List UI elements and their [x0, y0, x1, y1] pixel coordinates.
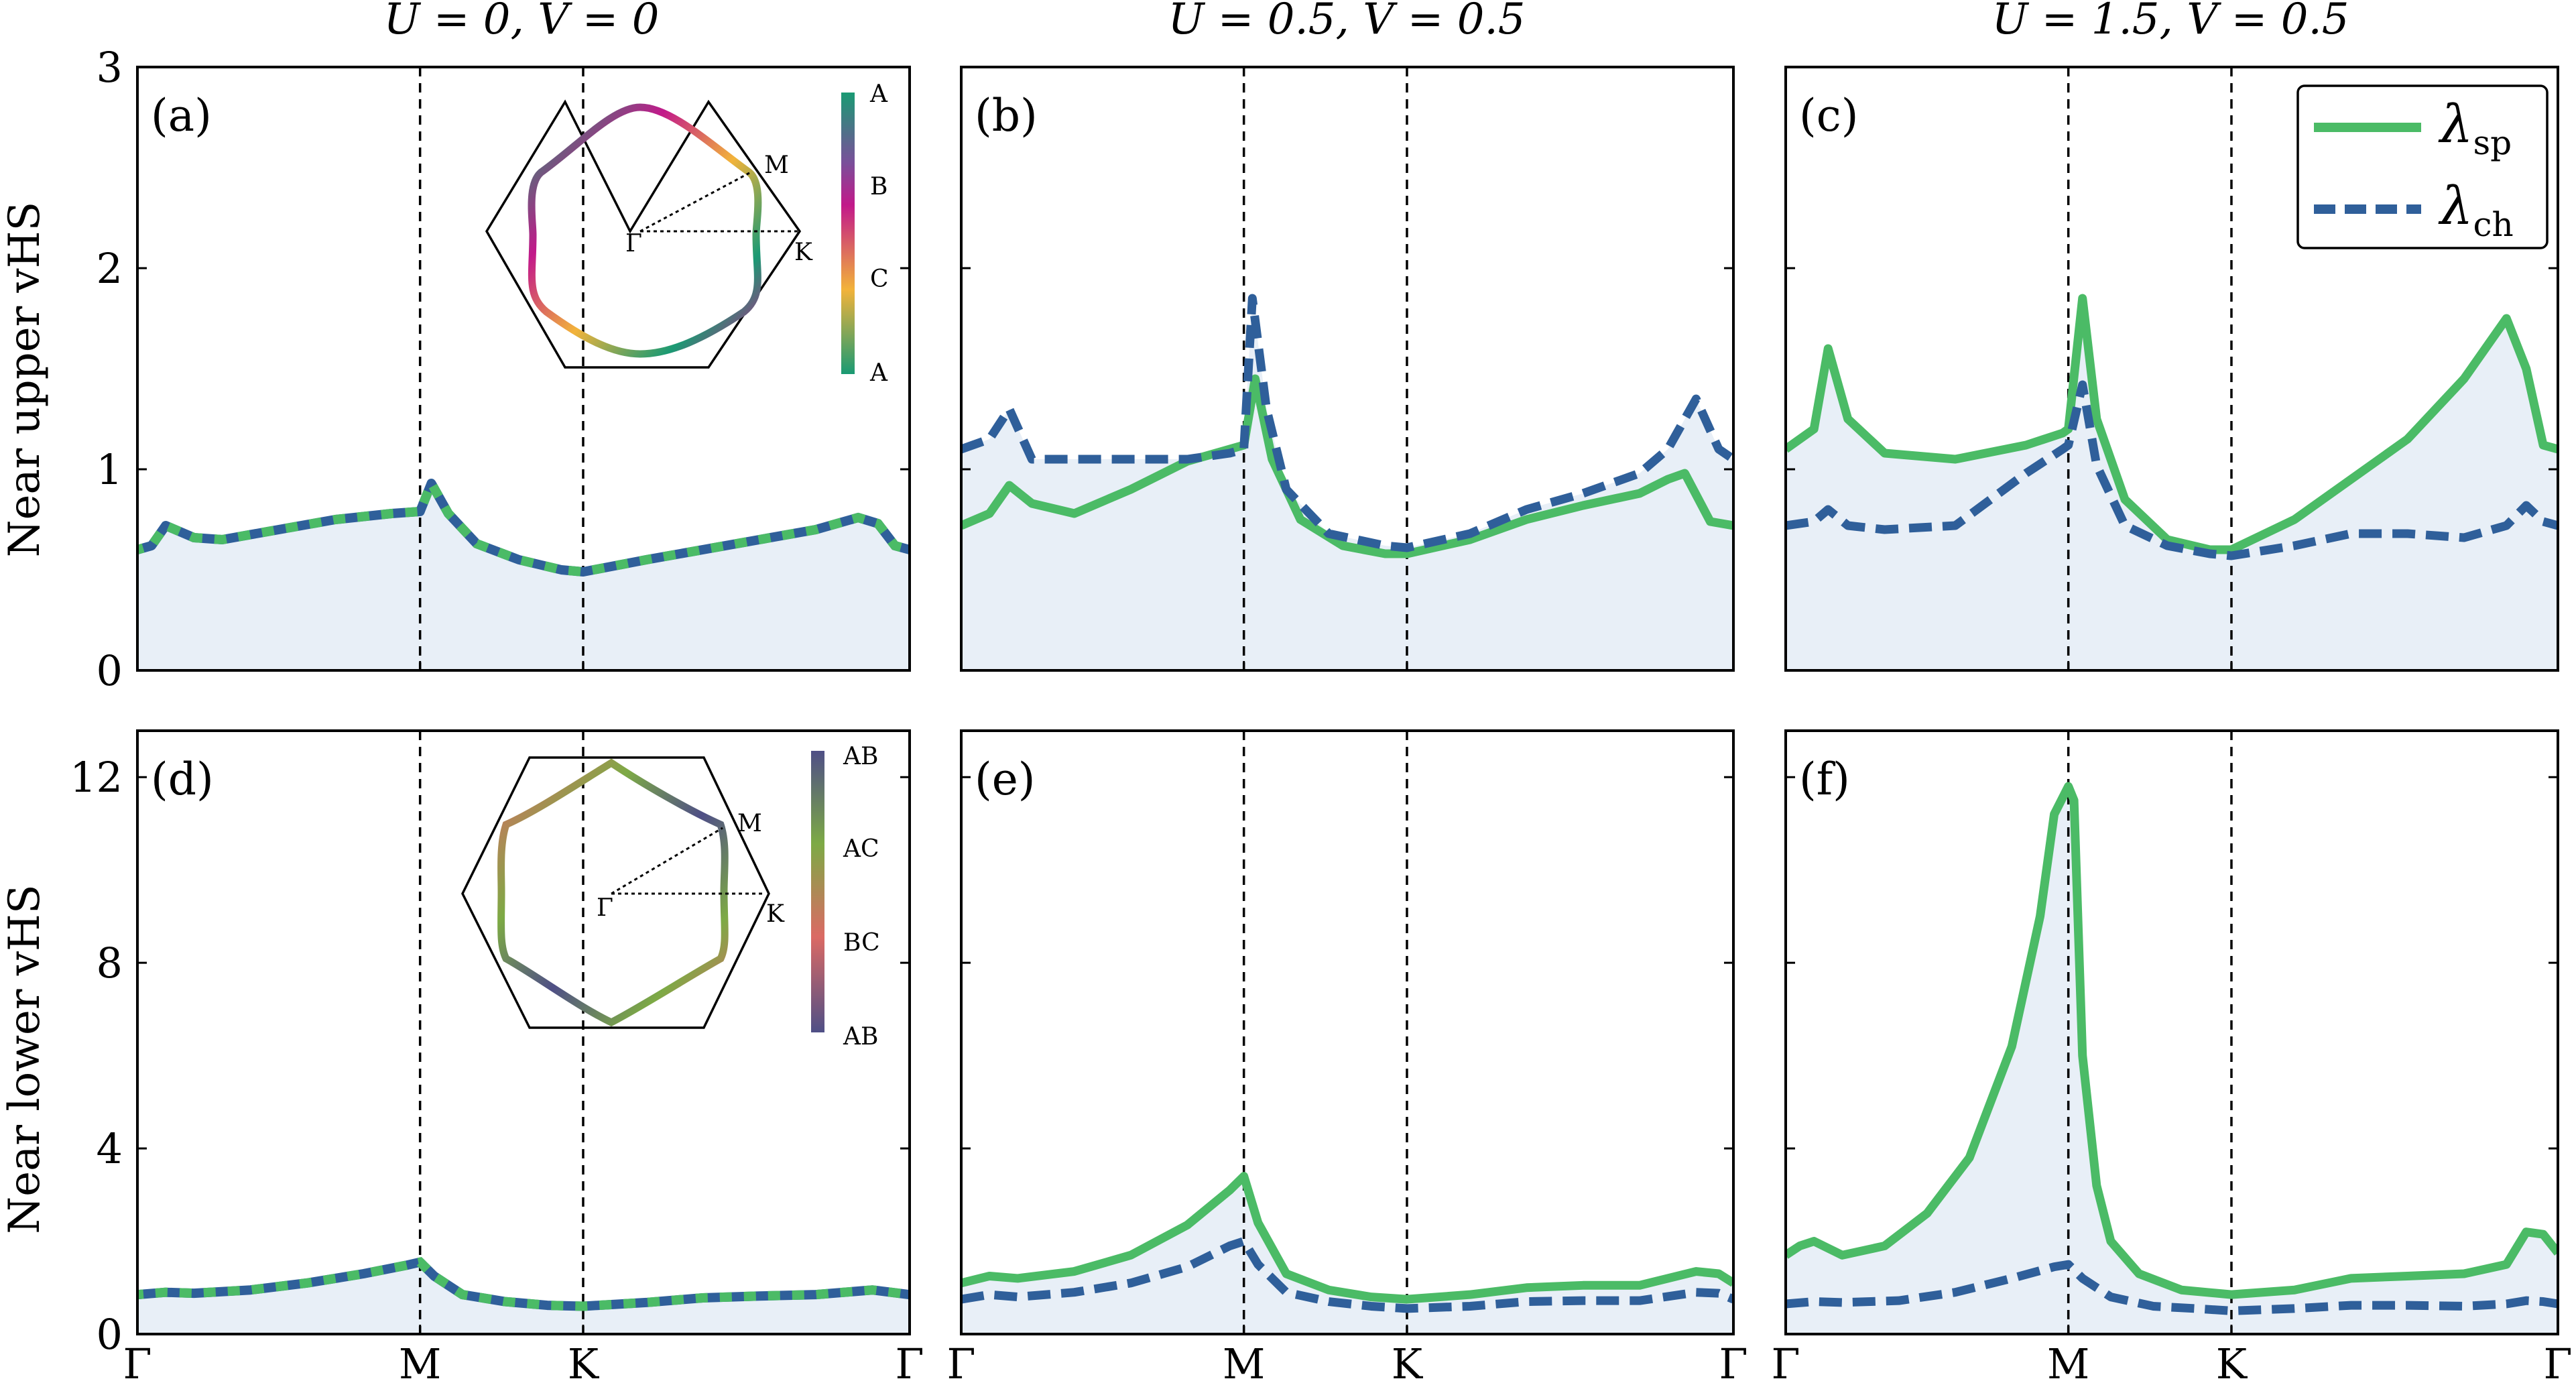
legend-label-sp: λsp [2438, 95, 2512, 162]
inset-label-k: K [794, 239, 813, 266]
inset-bz-hexagon [485, 99, 802, 369]
x-tick-label: Γ [2543, 1339, 2572, 1381]
column-title-2: U = 0.5, V = 0.5 [1168, 0, 1525, 44]
colorbar-label: B [870, 173, 887, 200]
colorbar-label: A [869, 80, 888, 108]
colorbar-label: AB [843, 1023, 878, 1050]
x-tick-label: Γ [1771, 1339, 1800, 1381]
panel-a: 0 1 2 3 (a) [97, 43, 911, 695]
panel-e: Γ M K Γ (e) [946, 729, 1748, 1381]
series-line-sp [137, 472, 910, 577]
series-line-ch [1786, 1260, 2558, 1315]
colorbar-lower [811, 751, 824, 1032]
panel-c: (c) [1784, 66, 2559, 672]
panel-b: (b) [960, 66, 1735, 672]
x-tick-label: M [2047, 1339, 2089, 1381]
y-tick-label: 0 [97, 646, 123, 695]
y-tick-label: 3 [97, 43, 123, 92]
colorbar-label: AB [843, 743, 878, 770]
series-line-ch [961, 294, 1733, 552]
colorbar-label: AC [843, 835, 879, 863]
panel-label: (b) [975, 90, 1038, 141]
series-line-sp [961, 374, 1733, 558]
area-fill [137, 483, 910, 670]
x-tick-label: K [2216, 1339, 2248, 1381]
inset-label-gamma: Γ [625, 230, 642, 257]
column-title-3: U = 1.5, V = 0.5 [1991, 0, 2349, 44]
series-line-sp [137, 1257, 910, 1311]
plot-frame [960, 66, 1735, 672]
y-tick-label: 8 [97, 939, 123, 987]
x-tick-label: K [1392, 1339, 1424, 1381]
panel-label: (a) [151, 90, 212, 141]
legend-label-sp-main: λ [2438, 95, 2473, 155]
inset-path-gamma-m [639, 172, 750, 233]
inset-fermi-contour [497, 758, 729, 1027]
plot-frame [1784, 729, 2559, 1335]
legend-label-sp-sub: sp [2473, 123, 2512, 162]
x-tick-label: M [399, 1339, 441, 1381]
inset-bz-hexagon [461, 756, 770, 1029]
x-tick-label: Γ [1719, 1339, 1747, 1381]
y-tick-label: 2 [97, 244, 123, 293]
plot-frame [1784, 66, 2559, 672]
x-tick-label: Γ [123, 1339, 151, 1381]
colorbar-label: A [869, 359, 888, 387]
x-tick-label: M [1223, 1339, 1265, 1381]
panel-d: 0 4 8 12 Γ M K Γ (d) [70, 729, 924, 1381]
colorbar-upper [841, 93, 855, 374]
row-label-upper: Near upper vHS [0, 202, 50, 558]
plot-frame [136, 66, 911, 672]
y-tick-label: 4 [97, 1124, 123, 1173]
panel-f: Γ M K Γ (f) [1771, 729, 2573, 1381]
legend-label-ch-main: λ [2438, 176, 2473, 237]
x-tick-label: Γ [895, 1339, 924, 1381]
inset-fermi-surface-lower: Γ M K AB AC BC AB [461, 743, 880, 1050]
column-title-1: U = 0, V = 0 [384, 0, 660, 44]
inset-label-k: K [766, 900, 785, 928]
inset-label-m: M [764, 152, 789, 179]
y-tick-label: 0 [97, 1310, 123, 1359]
inset-label-gamma: Γ [597, 894, 613, 922]
x-tick-label: K [568, 1339, 600, 1381]
panel-label: (c) [1799, 90, 1858, 141]
x-tick-label: Γ [946, 1339, 975, 1381]
y-tick-label: 1 [97, 445, 123, 494]
inset-label-m: M [737, 810, 762, 837]
panel-label: (d) [151, 754, 214, 805]
area-fill [961, 298, 1733, 670]
plot-frame [136, 729, 911, 1335]
plot-frame [960, 729, 1735, 1335]
area-fill [1786, 786, 2558, 1334]
series-line-ch [1786, 380, 2558, 560]
colorbar-label: C [870, 265, 889, 293]
series-line-sp [1786, 294, 2558, 554]
inset-path-gamma-m [611, 827, 723, 895]
legend-label-ch: λch [2438, 176, 2514, 244]
series-line-sp [961, 1172, 1733, 1304]
area-fill [1786, 298, 2558, 670]
inset-fermi-contour [528, 103, 762, 358]
colorbar-label: BC [843, 929, 880, 957]
y-tick-label: 12 [70, 753, 123, 802]
series-line-sp [1786, 782, 2558, 1299]
panel-label: (e) [975, 754, 1036, 805]
inset-fermi-surface-upper: Γ M K A B C A [485, 80, 889, 387]
legend-label-ch-sub: ch [2473, 205, 2513, 244]
panel-label: (f) [1799, 754, 1850, 805]
area-fill [961, 1176, 1733, 1334]
legend: λsp λch [2296, 84, 2549, 249]
series-line-ch [961, 1237, 1733, 1313]
row-label-lower: Near lower vHS [0, 884, 50, 1234]
